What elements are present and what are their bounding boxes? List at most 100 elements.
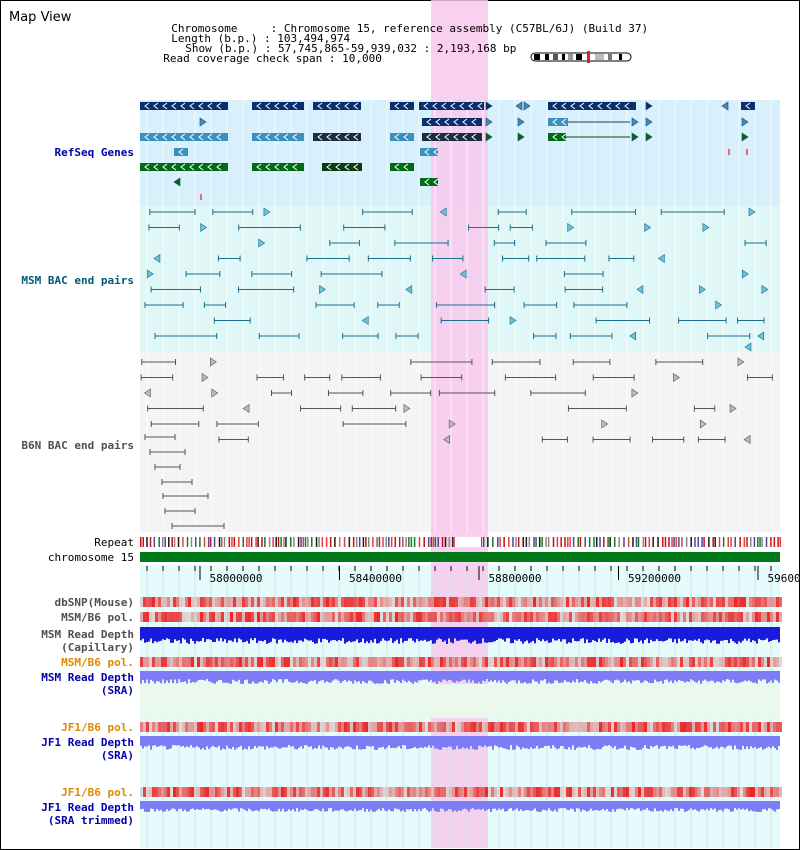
jf1-read-depth-sra-label[interactable]: JF1 Read Depth (SRA) [0,736,134,762]
msm-b6-pol-label-2[interactable]: MSM/B6 pol. [61,656,134,669]
msm-b6-pol-heat-cell [212,612,215,622]
jf1-sra-depth-bar [328,736,330,750]
jf1-sra-depth-bar [140,736,142,746]
length-label: Length (b.p.) [171,32,258,45]
jf1-trimmed-depth-bar [722,801,724,812]
jf1-sra-depth-bar [174,736,176,746]
msm-sra-depth-bar [680,671,682,681]
jf1-b6-pol-trim-heat-cell [743,787,746,797]
refseq-genes-label[interactable]: RefSeq Genes [54,146,134,159]
msm-sra-depth-bar [656,671,658,682]
msm-capillary-depth-bar [428,627,430,642]
repeat-element [348,537,351,547]
jf1-b6-pol-label-1[interactable]: JF1/B6 pol. [61,721,134,734]
repeat-element [547,537,550,547]
msm-sra-depth-bar [642,671,644,683]
msm-capillary-depth-bar [280,627,282,640]
msm-sra-depth-bar [518,671,520,681]
jf1-sra-depth-bar [234,736,236,750]
jf1-b6-pol-heat-cell [482,722,485,732]
repeat-element [158,537,160,547]
jf1-sra-depth-bar [558,736,560,749]
msm-b6-pol-sra-heat-cell [305,657,308,667]
jf1-b6-pol-trim-heat-cell [512,787,515,797]
jf1-b6-pol-heat-cell [674,722,677,732]
jf1-sra-depth-bar [702,736,704,747]
jf1-b6-pol-heat-cell [500,722,503,732]
msm-capillary-depth-bar [412,627,414,641]
gene-strand-arrow [153,102,159,110]
gene-tick [746,149,748,155]
jf1-b6-pol-trim-heat-cell [515,787,518,797]
jf1-b6-pol-trim-heat-cell [686,787,689,797]
msm-capillary-depth-bar [658,627,660,642]
msm-b6-pol-heat-cell [230,612,233,622]
msm-sra-depth-bar [572,671,574,681]
repeat-element [207,537,210,547]
gene-strand-arrow [561,133,567,141]
jf1-b6-pol-heat-cell [491,722,494,732]
msm-capillary-depth-bar [666,627,668,641]
jf1-sra-depth-bar [646,736,648,749]
jf1-sra-depth-bar [438,736,440,750]
jf1-trimmed-depth-bar [462,801,464,810]
msm-b6-pol-heat-cell [491,612,494,622]
dbsnp-heat-cell [683,597,686,607]
dbsnp-label[interactable]: dbSNP(Mouse) [54,596,134,609]
msm-sra-depth-bar [720,671,722,683]
jf1-b6-pol-heat-cell [254,722,257,732]
msm-capillary-depth-bar [232,627,234,642]
dbsnp-heat-cell [734,597,737,607]
msm-capillary-depth-bar [290,627,292,642]
msm-b6-pol-heat-cell [473,612,476,622]
jf1-trimmed-depth-bar [242,801,244,809]
gene-strand-arrow [144,163,150,171]
jf1-sra-depth-bar [338,736,340,747]
jf1-read-depth-trimmed-label[interactable]: JF1 Read Depth (SRA trimmed) [0,801,134,827]
msm-read-depth-sra-label[interactable]: MSM Read Depth (SRA) [0,671,134,697]
msm-capillary-depth-bar [730,627,732,639]
jf1-trimmed-depth-bar [414,801,416,809]
jf1-sra-depth-bar [620,736,622,749]
msm-b6-pol-sra-heat-cell [140,657,143,667]
msm-sra-depth-bar [228,671,230,684]
msm-capillary-depth-bar [456,627,458,641]
msm-b6-pol-sra-heat-cell [686,657,689,667]
dbsnp-heat-cell [692,597,695,607]
msm-b6-pol-heat-cell [566,612,569,622]
gene-strand-arrow [552,133,558,141]
msm-capillary-depth-bar [526,627,528,641]
jf1-b6-pol-trim-heat-cell [434,787,437,797]
jf1-b6-pol-label-2[interactable]: JF1/B6 pol. [61,786,134,799]
msm-bac-label[interactable]: MSM BAC end pairs [21,274,134,287]
jf1-b6-pol-heat-cell [197,722,200,732]
jf1-b6-pol-heat-cell [659,722,662,732]
jf1-b6-pol-heat-cell [452,722,455,732]
msm-b6-pol-sra-heat-cell [344,657,347,667]
dbsnp-heat-cell [770,597,773,607]
jf1-b6-pol-heat-cell [587,722,590,732]
jf1-sra-depth-bar [362,736,364,750]
repeat-element [140,537,142,547]
msm-capillary-depth-bar [610,627,612,643]
msm-sra-depth-bar [482,671,484,681]
msm-b6-pol-sra-heat-cell [332,657,335,667]
msm-bac-single-end [636,284,644,295]
msm-read-depth-capillary-label[interactable]: MSM Read Depth (Capillary) [0,628,134,654]
jf1-trimmed-depth-bar [444,801,446,812]
jf1-b6-pol-heat-cell [686,722,689,732]
jf1-b6-pol-trim-heat-cell [221,787,224,797]
jf1-sra-depth-bar [608,736,610,746]
jf1-trimmed-depth-bar [286,801,288,812]
gene-block [140,163,228,171]
jf1-sra-depth-bar [434,736,436,749]
jf1-sra-depth-bar [484,736,486,746]
msm-sra-depth-bar [238,671,240,680]
msm-b6-pol-sra-heat-cell [743,657,746,667]
msm-sra-depth-bar [714,671,716,683]
gene-strand-arrow [180,163,186,171]
repeat-element [275,537,277,547]
b6n-bac-label[interactable]: B6N BAC end pairs [21,439,134,452]
jf1-trimmed-depth-bar [626,801,628,809]
msm-b6-pol-label-1[interactable]: MSM/B6 pol. [61,611,134,624]
